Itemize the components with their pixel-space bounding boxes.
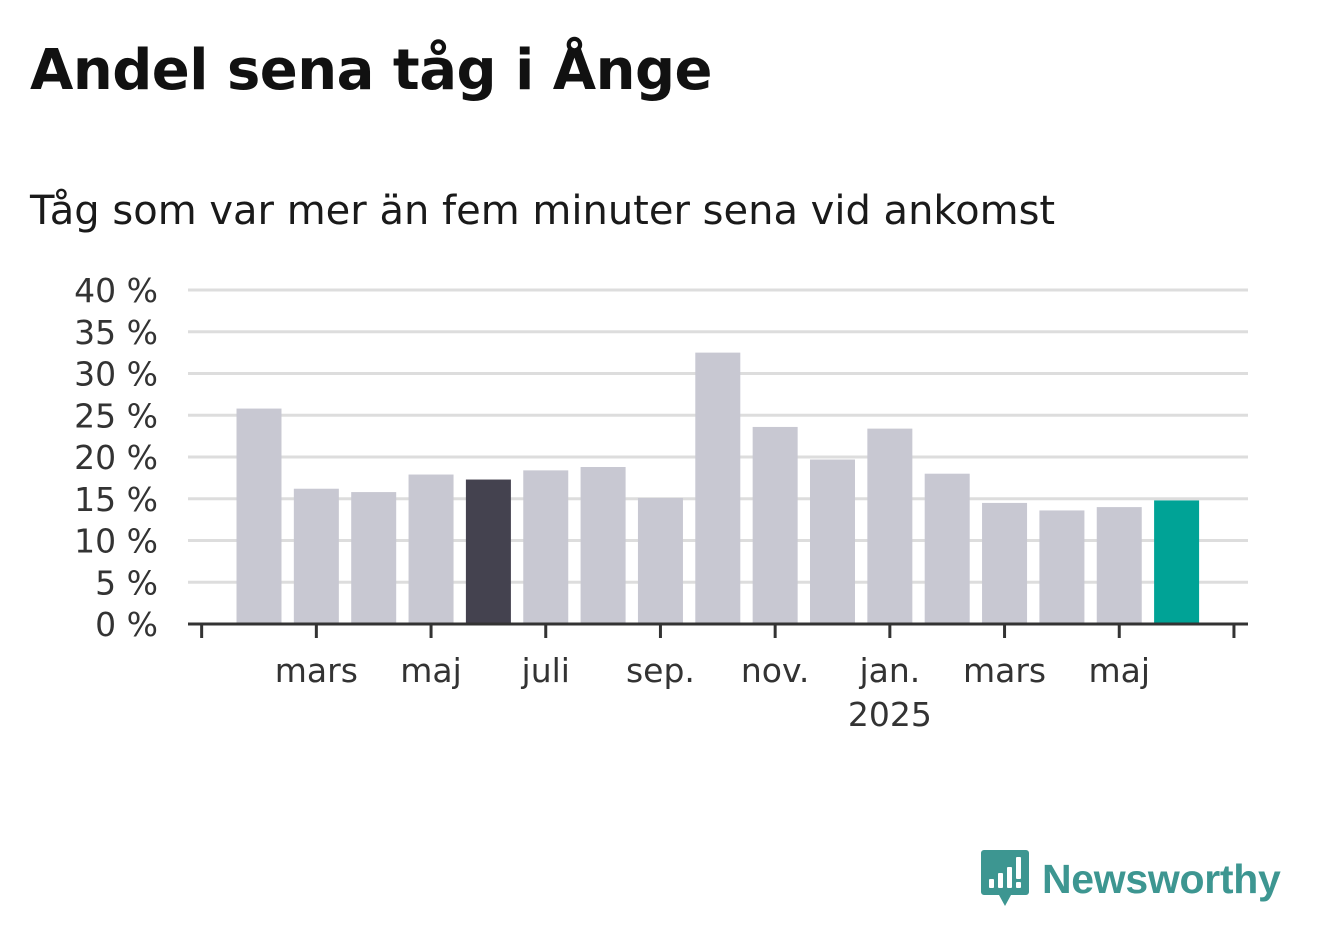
newsworthy-logo-icon [981, 850, 1029, 906]
y-tick-label: 20 % [74, 438, 158, 477]
y-tick-label: 25 % [74, 396, 158, 435]
y-tick-label: 30 % [74, 355, 158, 394]
x-tick-label: maj [400, 651, 462, 690]
bar-2024-12 [810, 459, 855, 624]
x-tick-label: sep. [626, 651, 695, 690]
bar-2025-03 [982, 502, 1028, 624]
y-tick-label: 40 % [74, 271, 158, 310]
y-tick-label: 35 % [74, 313, 158, 352]
bar-2024-04 [351, 492, 397, 624]
chart-subtitle: Tåg som var mer än fem minuter sena vid … [30, 188, 1056, 234]
y-axis-labels: 0 %5 %10 %15 %20 %25 %30 %35 %40 % [74, 271, 158, 644]
x-tick-label: maj [1088, 651, 1150, 690]
y-tick-label: 15 % [74, 480, 158, 519]
chart-title: Andel sena tåg i Ånge [30, 38, 713, 103]
x-tick-year-label: 2025 [848, 695, 932, 734]
x-tick-label: mars [275, 651, 358, 690]
bar-2024-09 [637, 497, 683, 624]
bar-2025-06 [1154, 500, 1200, 624]
bar-2024-06 [465, 479, 511, 624]
bar-2024-03 [293, 488, 339, 624]
bar-2025-05 [1096, 507, 1142, 624]
x-tick-label: mars [963, 651, 1046, 690]
bar-2024-07 [523, 470, 569, 624]
bar-2024-10 [695, 352, 741, 624]
bar-2025-04 [1039, 510, 1085, 624]
x-axis-labels: mars maj juli sep. nov. jan. 2025 mars maj [275, 651, 1150, 734]
x-axis [188, 622, 1248, 638]
y-tick-label: 10 % [74, 522, 158, 561]
brand-name: Newsworthy [1042, 855, 1281, 902]
bar-2024-05 [408, 474, 454, 624]
x-tick-label: nov. [741, 651, 810, 690]
newsworthy-logo: Newsworthy [980, 848, 1281, 910]
bar-2024-11 [752, 426, 798, 624]
bar-2024-08 [580, 467, 626, 624]
bars [236, 352, 1200, 624]
y-tick-label: 5 % [95, 563, 158, 602]
bar-2025-02 [924, 473, 970, 624]
x-tick-label: jan. [858, 651, 920, 690]
x-tick-label: juli [521, 651, 570, 690]
y-tick-label: 0 % [95, 605, 158, 644]
bar-2025-01 [867, 428, 913, 624]
bar-2024-02 [236, 408, 282, 624]
